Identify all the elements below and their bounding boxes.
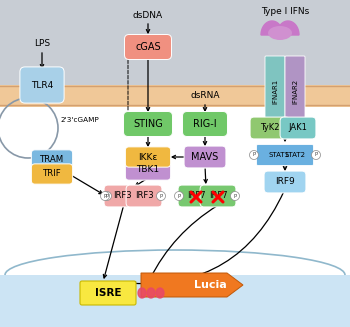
Text: IRF3: IRF3 [135, 192, 153, 200]
Polygon shape [261, 21, 283, 35]
FancyBboxPatch shape [285, 56, 305, 126]
FancyArrow shape [141, 273, 243, 297]
Text: IRF7: IRF7 [187, 192, 205, 200]
Text: IFNAR1: IFNAR1 [272, 78, 278, 104]
Text: P: P [105, 194, 108, 198]
Text: TRIF: TRIF [43, 169, 61, 179]
Text: P: P [160, 194, 162, 198]
FancyBboxPatch shape [257, 145, 314, 165]
Ellipse shape [268, 26, 292, 40]
Text: STING: STING [133, 119, 163, 129]
Polygon shape [147, 288, 155, 298]
Text: P: P [233, 194, 237, 198]
Text: P: P [177, 194, 181, 198]
Text: RIG-I: RIG-I [193, 119, 217, 129]
Bar [0, 85, 350, 107]
Circle shape [250, 150, 259, 160]
Text: Type I IFNs: Type I IFNs [261, 8, 309, 16]
FancyBboxPatch shape [32, 164, 73, 184]
FancyBboxPatch shape [264, 171, 306, 193]
Text: IFNAR2: IFNAR2 [292, 78, 298, 104]
Text: IRF9: IRF9 [275, 178, 295, 186]
Circle shape [231, 192, 239, 200]
Circle shape [175, 192, 183, 200]
Polygon shape [138, 288, 146, 298]
Text: JAK1: JAK1 [288, 124, 307, 132]
Text: 2'3'cGAMP: 2'3'cGAMP [60, 117, 99, 123]
FancyBboxPatch shape [125, 160, 171, 180]
Text: dsRNA: dsRNA [190, 92, 220, 100]
Circle shape [312, 150, 321, 160]
Text: IKKε: IKKε [138, 152, 158, 162]
FancyBboxPatch shape [80, 281, 136, 305]
FancyBboxPatch shape [280, 117, 316, 139]
FancyBboxPatch shape [265, 56, 285, 126]
Text: IRF3: IRF3 [113, 192, 131, 200]
Text: STAT1: STAT1 [268, 152, 289, 158]
FancyBboxPatch shape [32, 150, 73, 170]
Text: P: P [252, 152, 256, 158]
Circle shape [156, 192, 166, 200]
FancyBboxPatch shape [250, 117, 290, 139]
FancyBboxPatch shape [182, 112, 228, 136]
Circle shape [100, 192, 110, 200]
Polygon shape [277, 21, 299, 35]
FancyBboxPatch shape [125, 147, 171, 167]
FancyBboxPatch shape [104, 185, 140, 207]
Text: ISRE: ISRE [95, 288, 121, 298]
FancyBboxPatch shape [20, 67, 64, 103]
Text: LPS: LPS [34, 40, 50, 48]
Text: TLR4: TLR4 [31, 80, 53, 90]
FancyBboxPatch shape [124, 112, 173, 136]
FancyBboxPatch shape [200, 185, 236, 207]
Text: TBK1: TBK1 [136, 165, 160, 175]
FancyBboxPatch shape [178, 185, 214, 207]
Bar [0, 107, 350, 282]
Text: IRF7: IRF7 [209, 192, 227, 200]
Bar [0, 0, 350, 95]
Bar [0, 275, 350, 327]
Text: P: P [314, 152, 317, 158]
Text: TRAM: TRAM [40, 156, 64, 164]
Text: STAT2: STAT2 [285, 152, 306, 158]
Text: dsDNA: dsDNA [133, 11, 163, 21]
Text: TyK2: TyK2 [260, 124, 280, 132]
FancyBboxPatch shape [125, 35, 172, 60]
Text: cGAS: cGAS [135, 42, 161, 52]
Text: P: P [104, 194, 106, 198]
Text: MAVS: MAVS [191, 152, 219, 162]
Circle shape [103, 192, 112, 200]
FancyBboxPatch shape [184, 146, 226, 168]
Polygon shape [156, 288, 164, 298]
Text: Lucia: Lucia [194, 280, 226, 290]
FancyBboxPatch shape [126, 185, 162, 207]
